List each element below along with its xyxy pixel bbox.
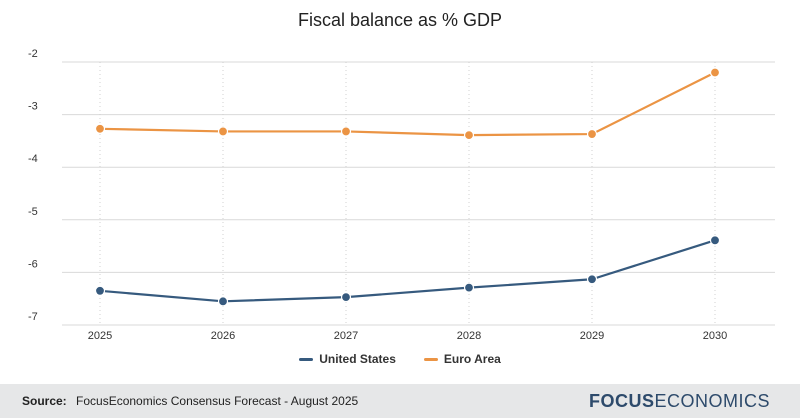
data-point bbox=[463, 282, 475, 293]
legend-swatch-united-states bbox=[299, 357, 314, 361]
y-tick-label: -7 bbox=[28, 311, 38, 323]
legend-item-euro-area[interactable]: Euro Area bbox=[423, 352, 501, 366]
grid-layer bbox=[62, 61, 775, 326]
legend-swatch-euro-area bbox=[423, 357, 438, 361]
brand-logo: FOCUSECONOMICS bbox=[589, 391, 770, 412]
legend-item-united-states[interactable]: United States bbox=[299, 352, 396, 366]
series-layer bbox=[94, 67, 721, 307]
legend: United States Euro Area bbox=[0, 352, 800, 366]
x-tick-label: 2030 bbox=[703, 330, 727, 342]
data-point bbox=[586, 128, 598, 140]
data-point bbox=[217, 126, 229, 137]
chart-canvas: -2 -3 -4 -5 -6 -7 2025 2026 2027 2028 2029 2030 bbox=[28, 48, 775, 342]
series-line-1 bbox=[99, 71, 716, 137]
legend-label-euro-area: Euro Area bbox=[443, 352, 501, 366]
series-line-0 bbox=[99, 239, 716, 303]
data-point bbox=[217, 296, 229, 307]
x-tick-label: 2028 bbox=[457, 330, 481, 342]
legend-label-united-states: United States bbox=[319, 352, 396, 366]
data-point bbox=[94, 123, 106, 134]
brand-logo-part2: ECONOMICS bbox=[654, 391, 770, 411]
x-tick-label: 2027 bbox=[334, 330, 358, 342]
y-tick-label: -3 bbox=[28, 101, 38, 113]
data-point bbox=[94, 285, 106, 296]
source-note: Source: FocusEconomics Consensus Forecas… bbox=[22, 394, 358, 408]
y-tick-label: -5 bbox=[28, 206, 38, 218]
data-point bbox=[586, 274, 598, 285]
footer: Source: FocusEconomics Consensus Forecas… bbox=[0, 384, 800, 418]
axis-labels: -2 -3 -4 -5 -6 -7 2025 2026 2027 2028 2029 2030 bbox=[28, 48, 727, 342]
data-point bbox=[709, 67, 721, 78]
source-label: Source: bbox=[22, 394, 67, 408]
y-tick-label: -6 bbox=[28, 258, 38, 270]
brand-logo-part1: FOCUS bbox=[588, 391, 655, 411]
y-tick-label: -4 bbox=[28, 153, 38, 165]
chart-title: Fiscal balance as % GDP bbox=[297, 10, 503, 30]
data-point bbox=[709, 235, 721, 246]
source-text: FocusEconomics Consensus Forecast - Augu… bbox=[76, 394, 359, 408]
x-tick-label: 2029 bbox=[580, 330, 604, 342]
x-tick-label: 2025 bbox=[88, 330, 112, 342]
data-point bbox=[340, 292, 352, 303]
x-tick-label: 2026 bbox=[211, 330, 235, 342]
y-tick-label: -2 bbox=[28, 48, 38, 60]
data-point bbox=[463, 130, 475, 141]
data-point bbox=[340, 126, 352, 137]
